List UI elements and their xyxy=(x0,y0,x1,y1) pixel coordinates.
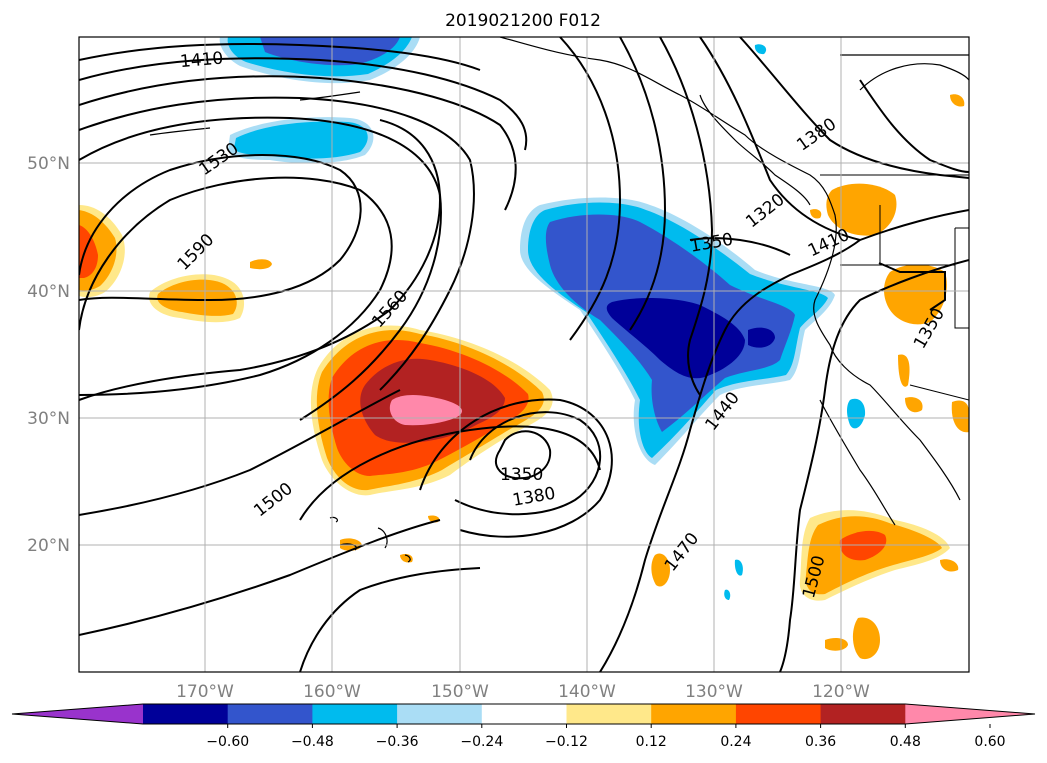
colorbar-segment xyxy=(481,704,567,724)
lon-label: 120°W xyxy=(812,682,870,702)
positive-anomaly-fills xyxy=(79,94,969,660)
colorbar-tick-label: 0.36 xyxy=(805,734,836,750)
contour-label: 1590 xyxy=(174,230,219,275)
lat-label: 30°N xyxy=(27,409,70,429)
colorbar-segment xyxy=(143,704,229,724)
colorbar-extend-max xyxy=(905,704,1035,724)
colorbar-tick-label: 0.48 xyxy=(890,734,921,750)
lat-label: 20°N xyxy=(27,536,70,556)
contour-label: 1380 xyxy=(511,484,557,511)
colorbar-segment xyxy=(651,704,737,724)
lon-label: 170°W xyxy=(176,682,234,702)
colorbar-segment xyxy=(566,704,652,724)
colorbar-extend-min xyxy=(12,704,143,724)
map-frame xyxy=(78,36,970,673)
colorbar: −0.60 −0.48 −0.36 −0.24 −0.12 0.12 0.24 0.36 0.4… xyxy=(11,703,1036,750)
gridlines xyxy=(79,37,969,672)
contour-label: 1380 xyxy=(793,114,840,155)
contour-label: 1500 xyxy=(250,479,296,521)
height-contours xyxy=(79,37,969,672)
fill-neg-0.48 xyxy=(606,298,745,379)
colorbar-tick-label: −0.48 xyxy=(291,734,334,750)
contour-label: 1350 xyxy=(500,465,543,485)
colorbar-tick-label: −0.36 xyxy=(376,734,419,750)
colorbar-tick-label: −0.12 xyxy=(545,734,588,750)
colorbar-tick-label: −0.60 xyxy=(206,734,249,750)
lat-label: 40°N xyxy=(27,282,70,302)
contour-label: 1470 xyxy=(661,529,703,575)
lon-label: 140°W xyxy=(558,682,616,702)
latitude-labels: 50°N 40°N 30°N 20°N xyxy=(27,154,70,556)
colorbar-segment xyxy=(820,704,906,724)
lat-label: 50°N xyxy=(27,154,70,174)
state-borders xyxy=(820,174,969,401)
colorbar-segment xyxy=(397,704,483,724)
colorbar-tick-label: 0.60 xyxy=(974,734,1005,750)
colorbar-segment xyxy=(735,704,822,724)
lon-label: 150°W xyxy=(431,682,489,702)
colorbar-outline xyxy=(11,703,1036,725)
colorbar-tick-label: −0.24 xyxy=(460,734,503,750)
colorbar-segment xyxy=(312,704,398,724)
colorbar-segment xyxy=(227,704,313,724)
negative-anomaly-fills xyxy=(219,37,866,600)
lon-label: 160°W xyxy=(303,682,361,702)
lon-label: 130°W xyxy=(685,682,743,702)
longitude-labels: 170°W 160°W 150°W 140°W 130°W 120°W xyxy=(176,682,870,702)
colorbar-tick-label: 0.12 xyxy=(636,734,667,750)
figure-title: 2019021200 F012 xyxy=(445,11,601,31)
contour-label: 1410 xyxy=(179,48,224,72)
map-panel: 1410 1530 1590 1560 1500 1350 1380 1320 … xyxy=(78,36,970,673)
colorbar-tick-label: 0.24 xyxy=(720,734,751,750)
